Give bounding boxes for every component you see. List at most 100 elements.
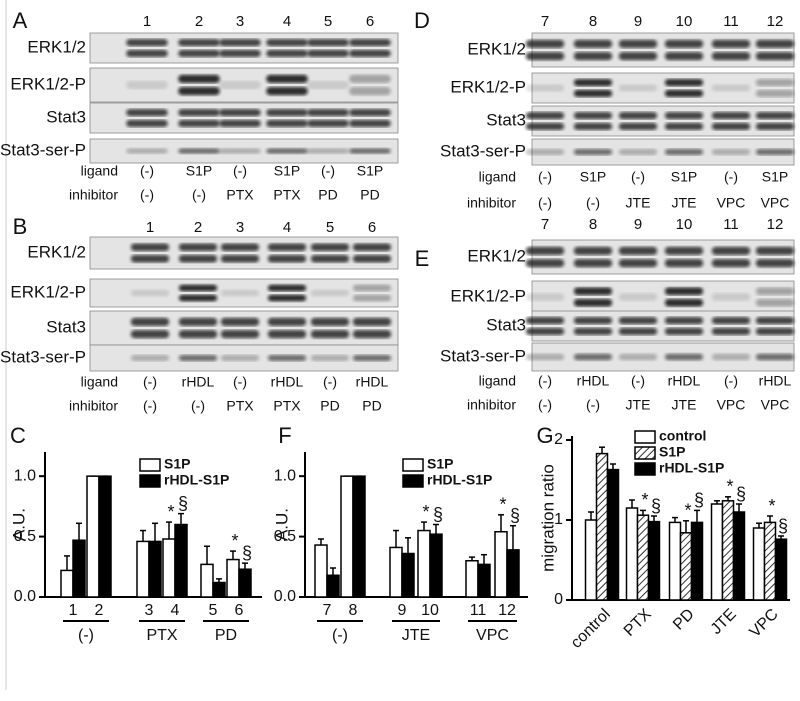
band xyxy=(349,87,391,96)
x-tick-label: 11 xyxy=(470,602,487,619)
bar xyxy=(401,552,415,598)
band xyxy=(219,80,261,90)
significance-mark: * xyxy=(231,531,238,551)
lane-number: 1 xyxy=(146,219,154,236)
bar xyxy=(690,521,704,601)
band xyxy=(130,330,170,339)
lane-number: 7 xyxy=(541,13,549,30)
band xyxy=(664,39,704,48)
band xyxy=(618,317,658,325)
band xyxy=(573,52,613,61)
band xyxy=(178,330,218,339)
band xyxy=(755,259,795,268)
band xyxy=(711,148,751,156)
band xyxy=(266,49,308,57)
band xyxy=(525,293,565,301)
band xyxy=(573,287,613,296)
row-label: ERK1/2 xyxy=(27,242,86,261)
band xyxy=(307,80,349,90)
band xyxy=(352,284,392,292)
lane-number: 12 xyxy=(767,13,784,30)
band xyxy=(266,119,308,127)
band xyxy=(310,243,350,252)
lane-number: 6 xyxy=(366,13,374,30)
band xyxy=(755,353,795,361)
row-label: ERK1/2-P xyxy=(10,282,86,301)
band xyxy=(618,52,658,61)
bar xyxy=(625,507,639,601)
legend-label: S1P xyxy=(659,444,685,460)
band xyxy=(525,52,565,61)
y-tick-label: 2 xyxy=(554,431,563,448)
group-label: PD xyxy=(215,627,237,644)
lane-number: 11 xyxy=(723,13,739,30)
significance-mark: * xyxy=(768,496,775,516)
inhibitor-value: (-) xyxy=(538,397,552,413)
blot-strip xyxy=(531,280,795,314)
inhibitor-value: JTE xyxy=(672,195,697,211)
bar xyxy=(86,475,100,598)
inhibitor-label: inhibitor xyxy=(467,397,516,413)
inhibitor-value: JTE xyxy=(626,397,651,413)
band xyxy=(349,148,391,154)
band xyxy=(307,109,349,117)
band xyxy=(711,259,751,268)
band xyxy=(525,39,565,48)
band xyxy=(711,39,751,48)
y-axis-label: A.U. xyxy=(272,508,291,541)
band xyxy=(664,327,704,335)
band xyxy=(711,353,751,361)
band xyxy=(349,74,391,83)
ligand-label: ligand xyxy=(81,374,118,390)
band xyxy=(126,148,168,154)
band xyxy=(618,39,658,48)
ligand-value: rHDL xyxy=(759,373,792,389)
blot-strip xyxy=(89,32,399,64)
y-tick-label: 0.5 xyxy=(14,528,36,545)
band xyxy=(664,298,704,307)
bar xyxy=(647,520,661,601)
significance-mark: * xyxy=(726,477,733,497)
lane-number: 12 xyxy=(767,216,784,233)
inhibitor-value: PD xyxy=(360,187,379,203)
band xyxy=(618,293,658,301)
row-label: ERK1/2-P xyxy=(450,286,526,305)
bar xyxy=(136,540,150,598)
inhibitor-value: JTE xyxy=(626,195,651,211)
legend-swatch xyxy=(634,430,656,444)
band xyxy=(310,317,350,326)
blot-strip xyxy=(531,72,795,104)
band xyxy=(618,353,658,361)
band xyxy=(618,246,658,255)
significance-mark: * xyxy=(422,502,429,522)
inhibitor-value: PTX xyxy=(226,398,254,414)
band xyxy=(573,148,613,156)
bar xyxy=(326,574,340,598)
row-label: Stat3-ser-P xyxy=(0,347,86,366)
band xyxy=(178,254,218,263)
inhibitor-value: PTX xyxy=(226,187,254,203)
band xyxy=(220,317,260,326)
blot-strip xyxy=(89,102,399,134)
band xyxy=(178,87,220,96)
band xyxy=(352,354,392,362)
inhibitor-value: VPC xyxy=(761,195,790,211)
ligand-value: rHDL xyxy=(668,373,701,389)
band xyxy=(267,254,307,263)
legend-label: rHDL-S1P xyxy=(659,460,724,476)
band xyxy=(178,243,218,252)
panel-letter: F xyxy=(278,423,291,448)
band xyxy=(755,112,795,120)
band xyxy=(664,79,704,87)
band xyxy=(126,49,168,57)
lane-number: 2 xyxy=(194,219,202,236)
band xyxy=(267,284,307,292)
band xyxy=(573,79,613,87)
inhibitor-value: VPC xyxy=(717,397,746,413)
inhibitor-value: (-) xyxy=(143,398,157,414)
band xyxy=(310,354,350,362)
band xyxy=(349,49,391,57)
band xyxy=(307,49,349,57)
panel-letter: E xyxy=(415,246,430,271)
band xyxy=(711,84,751,92)
